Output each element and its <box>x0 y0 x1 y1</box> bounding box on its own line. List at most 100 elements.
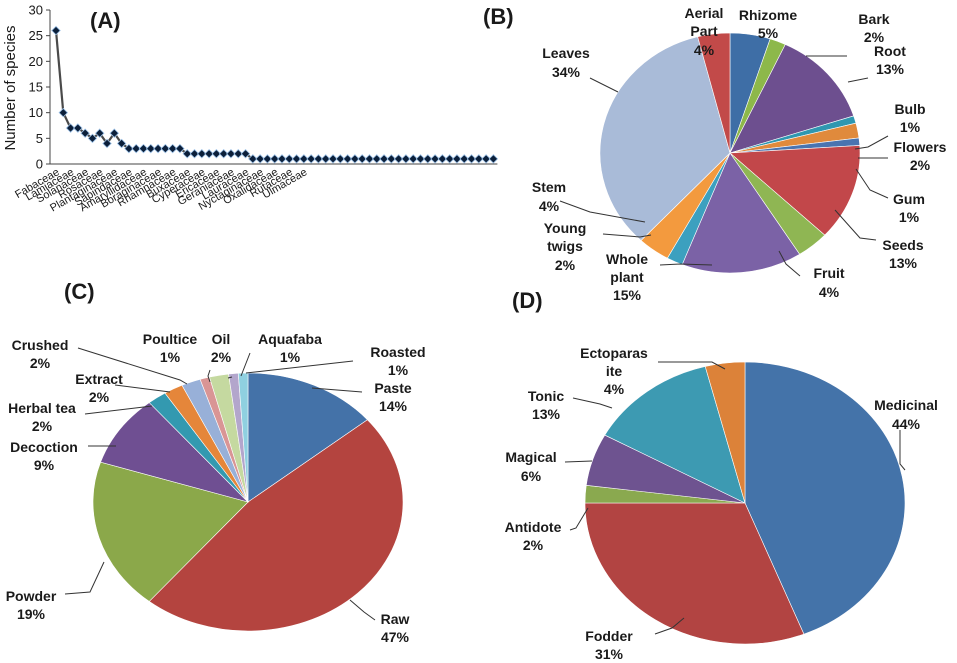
data-point-marker <box>58 107 69 118</box>
panel-d-pie-chart: (D) Medicinal 44% Fodder 31% Antidote 2% Ma… <box>505 288 938 662</box>
data-point-marker <box>284 154 295 164</box>
y-tick-label: 15 <box>29 80 43 95</box>
leader-line-whole-plant <box>659 263 713 266</box>
panel-c-pie-chart: (C) Paste 14% Raw 47% Powder 19% <box>6 279 426 645</box>
panel-b-label: (B) <box>483 4 514 29</box>
slice-label-gum: Gum 1% <box>893 191 925 225</box>
pie-slice-root <box>729 44 855 154</box>
data-point-marker <box>65 123 76 133</box>
panel-d-label: (D) <box>512 288 543 313</box>
leader-line-magical <box>564 460 593 463</box>
data-point-marker <box>189 148 200 159</box>
data-point-marker <box>328 154 338 164</box>
pie-slice-whole-plant <box>681 152 801 274</box>
data-point-marker <box>474 154 484 164</box>
slice-label-powder: Powder 19% <box>6 588 57 622</box>
slice-label-young-twigs: Young twigs 2% <box>544 220 587 273</box>
data-point-marker <box>124 143 134 154</box>
y-axis-title: Number of species <box>2 25 19 150</box>
data-point-marker <box>466 154 477 164</box>
leader-line-crushed <box>77 347 188 385</box>
panel-d-slices <box>584 361 906 645</box>
pie-slice-ectoparasite <box>704 361 746 504</box>
data-point-marker <box>218 148 229 159</box>
data-point-marker <box>277 154 287 164</box>
panel-a-line-chart: (A) Number of species 0 5 10 15 20 25 30 Fabac… <box>2 3 499 215</box>
slice-label-paste: Paste 14% <box>374 380 412 414</box>
data-point-marker <box>444 154 455 164</box>
slice-label-flowers: Flowers 2% <box>894 139 947 173</box>
slice-label-raw: Raw 47% <box>381 611 410 645</box>
pie-slice-raw <box>148 419 404 632</box>
data-point-marker <box>262 154 273 164</box>
data-point-marker <box>452 154 462 164</box>
pie-slice-tonic <box>604 366 746 504</box>
data-point-marker <box>248 154 258 164</box>
y-tick-label: 5 <box>36 131 43 146</box>
data-point-marker <box>393 154 404 164</box>
slice-label-antidote: Antidote 2% <box>505 519 562 553</box>
data-point-marker <box>175 143 185 154</box>
slice-label-roasted: Roasted 1% <box>370 344 425 378</box>
slice-label-herbal-tea: Herbal tea 2% <box>8 400 76 434</box>
data-point-marker <box>306 154 316 164</box>
slice-label-crushed: Crushed 2% <box>12 337 69 371</box>
leader-line-herbal-tea <box>84 405 153 415</box>
pie-slice-seeds <box>729 145 861 236</box>
data-point-marker <box>153 143 163 154</box>
data-point-marker <box>430 154 440 164</box>
panel-a-series <box>51 25 499 164</box>
slice-label-magical: Magical 6% <box>505 449 556 484</box>
leader-line-roasted <box>245 360 354 374</box>
leader-line-tonic <box>572 397 613 409</box>
leader-line-stem <box>559 200 646 223</box>
data-point-marker <box>299 154 309 164</box>
data-point-marker <box>335 154 346 164</box>
leader-line-powder <box>64 561 105 595</box>
leader-line-ectoparasite <box>658 361 726 370</box>
pie-slice-aerial-part <box>697 32 731 154</box>
slice-label-ectoparasite: Ectoparas ite 4% <box>580 345 648 397</box>
data-point-marker <box>342 154 353 164</box>
data-point-marker <box>197 148 207 159</box>
data-point-marker <box>109 128 120 138</box>
data-point-marker <box>401 154 411 164</box>
pie-slice-medicinal <box>744 361 906 635</box>
data-point-marker <box>423 154 433 164</box>
data-point-marker <box>102 138 112 149</box>
slice-label-bulb: Bulb 1% <box>894 101 925 135</box>
data-point-marker <box>255 154 265 164</box>
pie-slice-fodder <box>584 502 805 645</box>
slice-label-stem: Stem 4% <box>532 179 566 214</box>
slice-label-aerial-part: Aerial Part 4% <box>685 5 724 58</box>
panel-b-labels: Aerial Part 4% Rhizome 5% Bark 2% Root 13% Bu… <box>532 5 947 303</box>
data-point-marker <box>437 154 448 164</box>
slice-label-bark: Bark 2% <box>858 11 889 45</box>
data-point-marker <box>146 143 156 154</box>
leader-line-medicinal <box>899 430 906 471</box>
data-point-marker <box>73 123 83 133</box>
data-point-marker <box>320 154 331 164</box>
data-point-marker <box>269 154 280 164</box>
slice-label-tonic: Tonic 13% <box>528 388 565 422</box>
panel-b-leader-lines <box>559 55 889 277</box>
y-tick-label: 25 <box>29 28 43 43</box>
data-point-marker <box>291 154 302 164</box>
panel-c-labels: Paste 14% Raw 47% Powder 19% Decoction 9% He… <box>6 331 426 645</box>
data-point-marker <box>211 148 222 159</box>
leader-line-root <box>847 77 869 83</box>
panel-a-label: (A) <box>90 8 121 33</box>
slice-label-extract: Extract 2% <box>75 371 123 405</box>
panel-c-label: (C) <box>64 279 95 304</box>
data-point-marker <box>182 148 192 159</box>
slice-label-fruit: Fruit 4% <box>813 265 844 300</box>
data-point-marker <box>94 128 105 138</box>
data-point-marker <box>233 148 244 159</box>
panel-d-labels: Medicinal 44% Fodder 31% Antidote 2% Magica… <box>505 345 938 662</box>
data-point-marker <box>204 148 214 159</box>
slice-label-seeds: Seeds 13% <box>882 237 923 271</box>
slice-label-root: Root 13% <box>874 43 906 77</box>
panel-a-axes <box>49 10 498 165</box>
data-point-marker <box>459 154 470 164</box>
y-tick-label: 10 <box>29 105 43 120</box>
